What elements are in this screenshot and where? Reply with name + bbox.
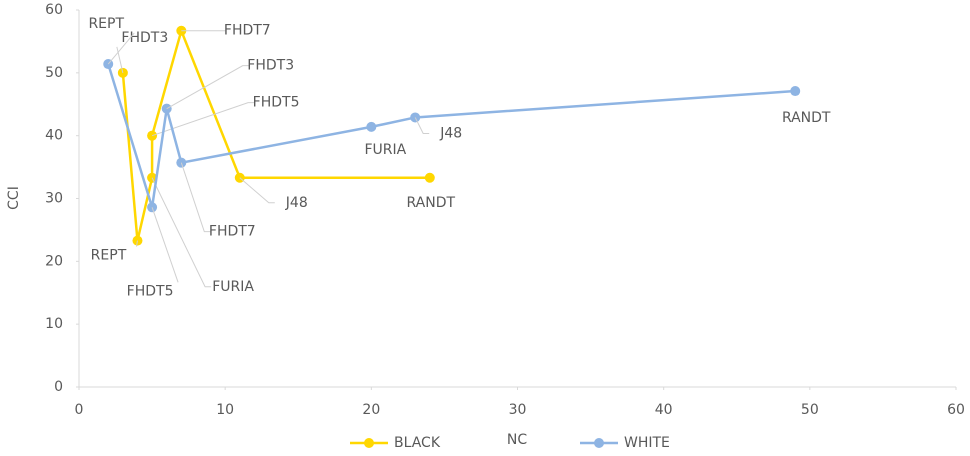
- leader-line: [151, 207, 179, 283]
- point-label: FHDT5: [253, 95, 300, 111]
- leader-line: [135, 240, 138, 247]
- x-tick-label: 20: [362, 402, 380, 418]
- point-label: FURIA: [212, 279, 254, 295]
- legend-label: BLACK: [394, 435, 441, 451]
- y-tick-label: 50: [45, 65, 63, 81]
- data-point: [424, 172, 435, 183]
- legend-label: WHITE: [624, 435, 670, 451]
- data-point: [366, 121, 377, 132]
- y-tick-label: 30: [45, 191, 63, 207]
- point-label: FHDT3: [121, 30, 168, 46]
- point-label: REPT: [91, 248, 127, 264]
- y-tick-label: 0: [54, 379, 63, 395]
- leader-line: [414, 117, 430, 134]
- leader-line: [151, 177, 212, 288]
- x-tick-label: 60: [947, 402, 965, 418]
- leader-line: [107, 32, 135, 65]
- point-label: REPT: [88, 16, 124, 32]
- x-tick-label: 30: [509, 402, 527, 418]
- x-axis-title: NC: [507, 432, 527, 448]
- x-tick-label: 50: [801, 402, 819, 418]
- y-tick-label: 20: [45, 253, 63, 269]
- data-point: [790, 86, 801, 97]
- leader-line: [116, 46, 124, 73]
- legend-marker: [594, 438, 604, 448]
- y-tick-label: 40: [45, 128, 63, 144]
- point-label: RANDT: [782, 110, 831, 126]
- x-tick-label: 0: [75, 402, 84, 418]
- point-label: FHDT7: [209, 224, 256, 240]
- leader-line: [166, 65, 249, 110]
- point-label: FURIA: [364, 142, 406, 158]
- x-tick-label: 10: [216, 402, 234, 418]
- x-tick-label: 40: [655, 402, 673, 418]
- point-label: J48: [439, 125, 462, 141]
- y-tick-label: 60: [45, 2, 63, 18]
- point-label: RANDT: [407, 195, 456, 211]
- point-label: FHDT7: [224, 23, 271, 39]
- leader-line: [151, 102, 255, 137]
- point-label: J48: [285, 195, 308, 211]
- leader-line: [180, 162, 211, 233]
- point-label: FHDT5: [127, 283, 174, 299]
- y-axis-title: CCI: [6, 186, 22, 210]
- legend-marker: [364, 438, 374, 448]
- point-label: FHDT3: [247, 58, 294, 74]
- leader-line: [239, 177, 275, 204]
- y-tick-label: 10: [45, 316, 63, 332]
